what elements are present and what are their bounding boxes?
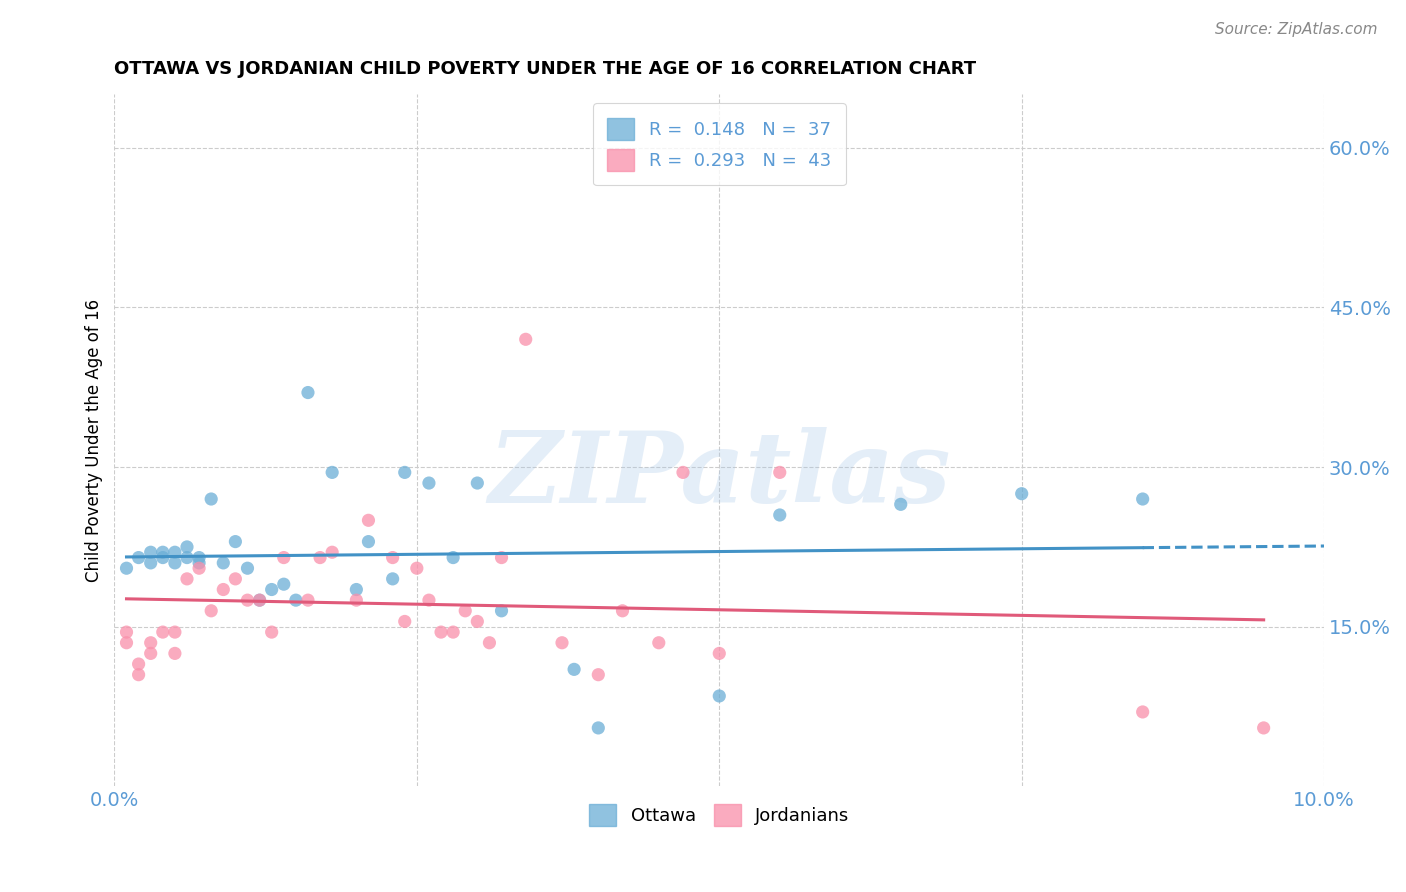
Point bbox=[188, 561, 211, 575]
Point bbox=[1253, 721, 1275, 735]
Point bbox=[163, 556, 186, 570]
Point bbox=[128, 550, 150, 565]
Point bbox=[672, 466, 695, 480]
Point bbox=[309, 550, 332, 565]
Point bbox=[212, 582, 235, 597]
Point bbox=[200, 491, 222, 506]
Point bbox=[551, 636, 574, 650]
Point bbox=[273, 550, 295, 565]
Point bbox=[176, 572, 198, 586]
Point bbox=[465, 476, 488, 491]
Y-axis label: Child Poverty Under the Age of 16: Child Poverty Under the Age of 16 bbox=[86, 299, 103, 582]
Point bbox=[491, 550, 513, 565]
Point bbox=[284, 593, 307, 607]
Point bbox=[394, 466, 416, 480]
Point bbox=[381, 572, 404, 586]
Point bbox=[515, 332, 537, 346]
Point bbox=[176, 540, 198, 554]
Point bbox=[441, 550, 464, 565]
Point bbox=[709, 689, 731, 703]
Point bbox=[260, 625, 283, 640]
Legend: Ottawa, Jordanians: Ottawa, Jordanians bbox=[582, 797, 856, 833]
Point bbox=[297, 385, 319, 400]
Point bbox=[344, 593, 367, 607]
Point bbox=[163, 625, 186, 640]
Point bbox=[381, 550, 404, 565]
Point bbox=[139, 556, 162, 570]
Point bbox=[249, 593, 271, 607]
Text: ZIPatlas: ZIPatlas bbox=[488, 426, 950, 524]
Point bbox=[321, 466, 343, 480]
Point bbox=[188, 550, 211, 565]
Point bbox=[890, 497, 912, 511]
Point bbox=[128, 667, 150, 681]
Point bbox=[405, 561, 427, 575]
Point bbox=[152, 550, 174, 565]
Point bbox=[115, 636, 138, 650]
Point bbox=[321, 545, 343, 559]
Point bbox=[394, 615, 416, 629]
Point bbox=[139, 636, 162, 650]
Point bbox=[441, 625, 464, 640]
Point bbox=[128, 657, 150, 671]
Point bbox=[769, 466, 792, 480]
Point bbox=[139, 647, 162, 661]
Point bbox=[418, 476, 440, 491]
Text: Source: ZipAtlas.com: Source: ZipAtlas.com bbox=[1215, 22, 1378, 37]
Point bbox=[200, 604, 222, 618]
Point bbox=[612, 604, 634, 618]
Point bbox=[1132, 491, 1154, 506]
Point bbox=[249, 593, 271, 607]
Point bbox=[163, 647, 186, 661]
Point bbox=[769, 508, 792, 522]
Point bbox=[588, 667, 610, 681]
Point bbox=[491, 604, 513, 618]
Point bbox=[562, 662, 585, 676]
Text: OTTAWA VS JORDANIAN CHILD POVERTY UNDER THE AGE OF 16 CORRELATION CHART: OTTAWA VS JORDANIAN CHILD POVERTY UNDER … bbox=[114, 60, 977, 78]
Point bbox=[454, 604, 477, 618]
Point bbox=[478, 636, 501, 650]
Point bbox=[430, 625, 453, 640]
Point bbox=[709, 647, 731, 661]
Point bbox=[212, 556, 235, 570]
Point bbox=[648, 636, 671, 650]
Point bbox=[152, 625, 174, 640]
Point bbox=[224, 572, 246, 586]
Point bbox=[1011, 486, 1033, 500]
Point bbox=[297, 593, 319, 607]
Point bbox=[344, 582, 367, 597]
Point bbox=[188, 556, 211, 570]
Point bbox=[152, 545, 174, 559]
Point bbox=[224, 534, 246, 549]
Point bbox=[260, 582, 283, 597]
Point bbox=[139, 545, 162, 559]
Point bbox=[465, 615, 488, 629]
Point bbox=[115, 561, 138, 575]
Point bbox=[115, 625, 138, 640]
Point bbox=[357, 534, 380, 549]
Point bbox=[163, 545, 186, 559]
Point bbox=[176, 550, 198, 565]
Point bbox=[357, 513, 380, 527]
Point bbox=[418, 593, 440, 607]
Point bbox=[236, 561, 259, 575]
Point bbox=[588, 721, 610, 735]
Point bbox=[273, 577, 295, 591]
Point bbox=[1132, 705, 1154, 719]
Point bbox=[236, 593, 259, 607]
